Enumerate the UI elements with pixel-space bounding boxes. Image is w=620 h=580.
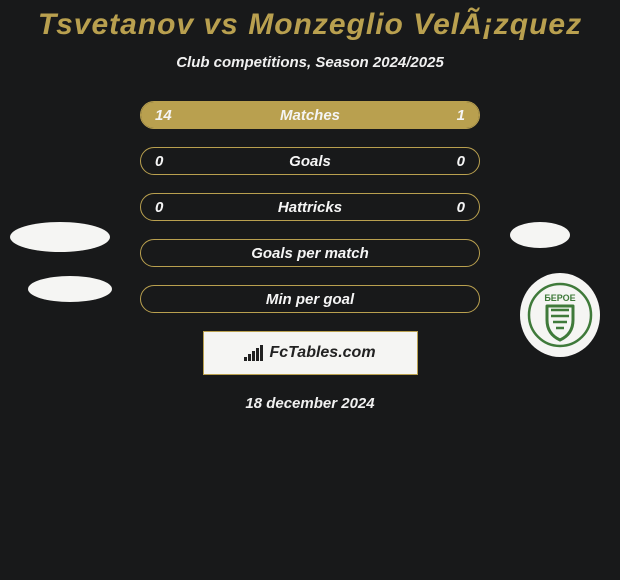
stat-row: Hattricks0 0 [140,193,480,221]
stat-value-right: 0 [457,153,465,170]
stat-row: Goals0 0 [140,147,480,175]
stat-value-right: 0 [457,199,465,216]
stat-row: Matches14 1 [140,101,480,129]
stat-row: Goals per match [140,239,480,267]
stat-value-left: 0 [155,153,163,170]
stat-label: Goals per match [141,245,479,262]
stat-label: Min per goal [141,291,479,308]
club-badge-icon: БЕРОЕ [527,282,593,348]
subtitle: Club competitions, Season 2024/2025 [0,54,620,71]
brand-text: FcTables.com [269,344,375,362]
stats-area: БЕРОЕ Matches141Goals00Hattricks00Goals … [0,101,620,313]
brand-box: FcTables.com [203,331,418,375]
stat-label: Goals [141,153,479,170]
page-title: Tsvetanov vs Monzeglio VelÃ¡zquez [0,0,620,42]
brand-bars-icon [244,345,263,361]
svg-text:БЕРОЕ: БЕРОЕ [544,293,575,303]
stat-value-right: 1 [457,107,465,124]
stat-value-left: 0 [155,199,163,216]
player-right-badge-1 [510,222,570,248]
stat-row: Min per goal [140,285,480,313]
date-line: 18 december 2024 [0,395,620,412]
player-left-badge-2 [28,276,112,302]
stat-label: Hattricks [141,199,479,216]
stat-label: Matches [141,107,479,124]
player-left-badge-1 [10,222,110,252]
stat-value-left: 14 [155,107,172,124]
club-badge: БЕРОЕ [520,273,600,357]
